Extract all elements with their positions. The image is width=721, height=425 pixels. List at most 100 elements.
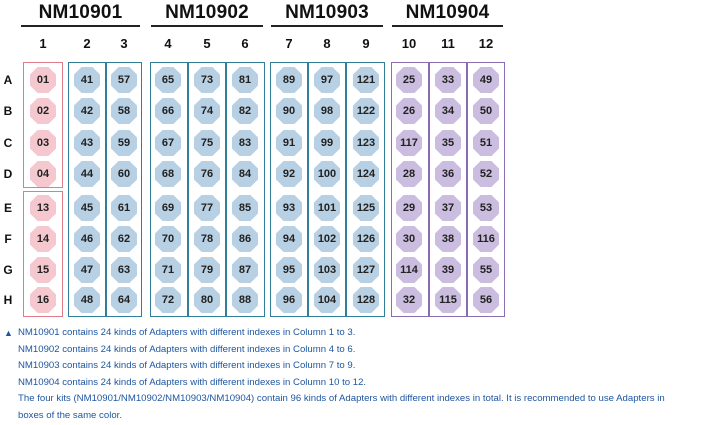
well-c4: 67 <box>155 130 181 156</box>
well-d12: 52 <box>473 161 499 187</box>
well-c8: 99 <box>314 130 340 156</box>
well-d8: 100 <box>314 161 340 187</box>
well-e4: 69 <box>155 195 181 221</box>
column-number-5: 5 <box>203 36 211 51</box>
well-a1: 01 <box>30 67 56 93</box>
well-e10: 29 <box>396 195 422 221</box>
teal-box-col-8 <box>308 62 346 317</box>
kit-underline <box>392 25 503 27</box>
well-h2: 48 <box>74 287 100 313</box>
well-h9: 128 <box>353 287 379 313</box>
well-h10: 32 <box>396 287 422 313</box>
well-g8: 103 <box>314 257 340 283</box>
well-b2: 42 <box>74 98 100 124</box>
pink-box-bottom <box>23 191 63 317</box>
well-g6: 87 <box>232 257 258 283</box>
well-h8: 104 <box>314 287 340 313</box>
note-line-3: NM10903 contains 24 kinds of Adapters wi… <box>18 360 356 372</box>
column-number-3: 3 <box>120 36 128 51</box>
well-a11: 33 <box>435 67 461 93</box>
well-d3: 60 <box>111 161 137 187</box>
kit-title-nm10902: NM10902 <box>165 2 249 23</box>
well-c6: 83 <box>232 130 258 156</box>
notes-block: ▲ NM10901 contains 24 kinds of Adapters … <box>4 325 719 425</box>
triangle-marker-icon: ▲ <box>4 328 13 338</box>
well-d5: 76 <box>194 161 220 187</box>
well-b12: 50 <box>473 98 499 124</box>
well-d7: 92 <box>276 161 302 187</box>
well-a12: 49 <box>473 67 499 93</box>
well-a6: 81 <box>232 67 258 93</box>
well-b8: 98 <box>314 98 340 124</box>
well-a7: 89 <box>276 67 302 93</box>
well-e6: 85 <box>232 195 258 221</box>
well-f2: 46 <box>74 226 100 252</box>
well-c5: 75 <box>194 130 220 156</box>
teal-box-col-7 <box>270 62 308 317</box>
well-g3: 63 <box>111 257 137 283</box>
kit-title-nm10903: NM10903 <box>285 2 369 23</box>
teal-box-col-3 <box>106 62 142 317</box>
well-b7: 90 <box>276 98 302 124</box>
row-label-c: C <box>3 136 13 150</box>
teal-box-col-6 <box>226 62 265 317</box>
well-h5: 80 <box>194 287 220 313</box>
note-line-1: ▲ NM10901 contains 24 kinds of Adapters … <box>4 325 719 342</box>
column-number-2: 2 <box>83 36 91 51</box>
well-d10: 28 <box>396 161 422 187</box>
well-h3: 64 <box>111 287 137 313</box>
well-c3: 59 <box>111 130 137 156</box>
well-g1: 15 <box>30 257 56 283</box>
well-h11: 115 <box>435 287 461 313</box>
row-label-b: B <box>3 104 13 118</box>
well-c7: 91 <box>276 130 302 156</box>
well-a3: 57 <box>111 67 137 93</box>
well-f6: 86 <box>232 226 258 252</box>
well-a4: 65 <box>155 67 181 93</box>
well-c1: 03 <box>30 130 56 156</box>
well-f3: 62 <box>111 226 137 252</box>
row-label-a: A <box>3 73 13 87</box>
well-a9: 121 <box>353 67 379 93</box>
row-label-g: G <box>3 263 13 277</box>
adapter-plate-map: NM10901 NM10902 NM10903 NM10904 1 2 3 4 5 6 7 8 9 10 1… <box>3 2 505 317</box>
row-label-e: E <box>3 201 12 215</box>
well-c10: 117 <box>396 130 422 156</box>
teal-box-col-9 <box>346 62 385 317</box>
well-f8: 102 <box>314 226 340 252</box>
well-f7: 94 <box>276 226 302 252</box>
well-b3: 58 <box>111 98 137 124</box>
pink-box-top <box>23 62 63 188</box>
well-d6: 84 <box>232 161 258 187</box>
well-f12: 116 <box>473 226 499 252</box>
well-d2: 44 <box>74 161 100 187</box>
well-e3: 61 <box>111 195 137 221</box>
well-f11: 38 <box>435 226 461 252</box>
well-a5: 73 <box>194 67 220 93</box>
well-f4: 70 <box>155 226 181 252</box>
well-e2: 45 <box>74 195 100 221</box>
well-g12: 55 <box>473 257 499 283</box>
row-label-f: F <box>4 232 12 246</box>
well-f1: 14 <box>30 226 56 252</box>
well-h4: 72 <box>155 287 181 313</box>
kit-underline <box>151 25 263 27</box>
well-e5: 77 <box>194 195 220 221</box>
well-h7: 96 <box>276 287 302 313</box>
well-e1: 13 <box>30 195 56 221</box>
well-c12: 51 <box>473 130 499 156</box>
well-b1: 02 <box>30 98 56 124</box>
well-h1: 16 <box>30 287 56 313</box>
well-c11: 35 <box>435 130 461 156</box>
column-number-7: 7 <box>285 36 293 51</box>
well-a10: 25 <box>396 67 422 93</box>
note-line-2: NM10902 contains 24 kinds of Adapters wi… <box>18 343 356 355</box>
purple-box-col-10 <box>391 62 429 317</box>
kit-underline <box>271 25 383 27</box>
well-d1: 04 <box>30 161 56 187</box>
well-d11: 36 <box>435 161 461 187</box>
well-h12: 56 <box>473 287 499 313</box>
well-g7: 95 <box>276 257 302 283</box>
well-a8: 97 <box>314 67 340 93</box>
column-number-4: 4 <box>164 36 172 51</box>
